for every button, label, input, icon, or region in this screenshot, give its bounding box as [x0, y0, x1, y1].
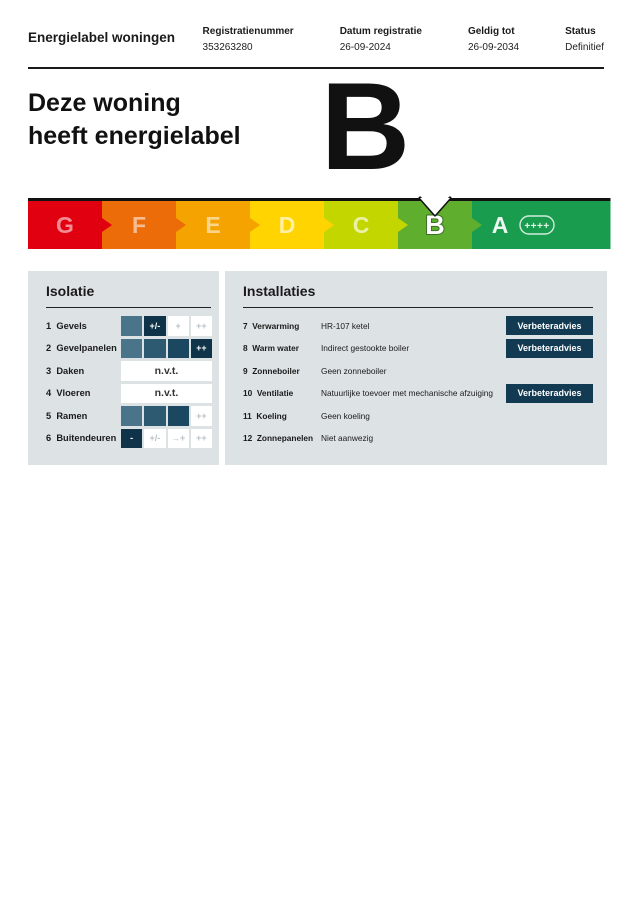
svg-text:C: C — [353, 212, 370, 238]
svg-text:G: G — [56, 212, 74, 238]
svg-text:A: A — [492, 212, 509, 238]
svg-text:++++: ++++ — [524, 221, 549, 232]
svg-text:F: F — [132, 212, 146, 238]
svg-text:E: E — [205, 212, 220, 238]
svg-text:D: D — [279, 212, 296, 238]
